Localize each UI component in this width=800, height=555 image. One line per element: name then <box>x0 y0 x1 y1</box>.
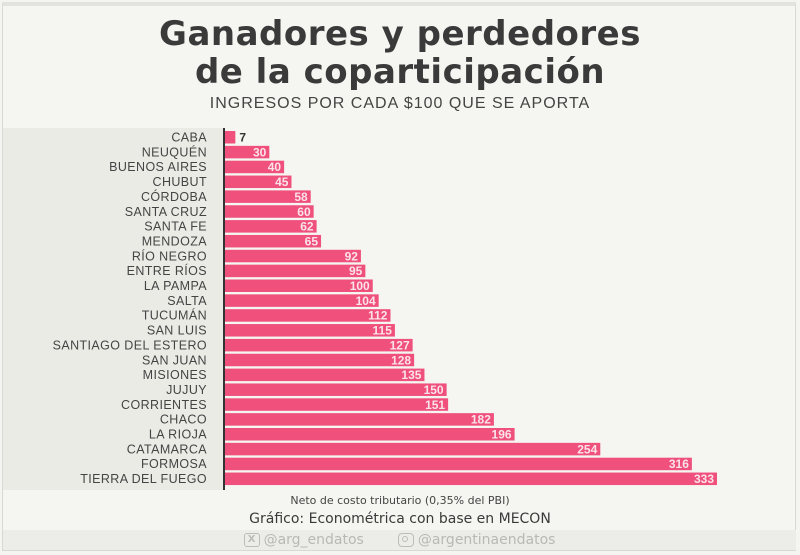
data-label: 95 <box>349 264 363 278</box>
instagram-icon <box>397 533 414 547</box>
category-label: SANTIAGO DEL ESTERO <box>53 338 207 352</box>
category-label: LA PAMPA <box>144 279 207 293</box>
x-handle: @arg_endatos <box>263 532 364 548</box>
category-label: SANTA CRUZ <box>125 205 207 219</box>
data-label: 104 <box>356 294 376 308</box>
category-label: SAN LUIS <box>147 324 207 338</box>
bar-16 <box>225 368 425 382</box>
instagram-handle-link[interactable]: @argentinaendatos <box>397 532 556 548</box>
chart-title-line-1: Ganadores y perdedores <box>159 14 641 54</box>
chart-title-line-2: de la coparticipación <box>194 52 606 92</box>
bar-8 <box>225 249 361 263</box>
category-label: TUCUMÁN <box>142 308 207 323</box>
data-label: 65 <box>305 234 319 248</box>
category-label: JUJUY <box>166 383 207 397</box>
data-label: 316 <box>669 457 689 471</box>
footer: X @arg_endatos @argentinaendatos <box>3 530 796 550</box>
category-label: CATAMARCA <box>127 442 207 456</box>
bar-6 <box>225 220 317 233</box>
chart-note: Neto de costo tributario (0,35% del PBI) <box>290 494 510 507</box>
bar-0 <box>225 131 236 144</box>
data-label: 60 <box>297 205 311 219</box>
bar-10 <box>225 279 373 292</box>
data-label: 151 <box>425 398 445 412</box>
category-label: CHUBUT <box>153 175 207 189</box>
data-label: 150 <box>424 383 444 397</box>
data-label: 45 <box>275 175 289 189</box>
category-label: SAN JUAN <box>142 353 207 367</box>
category-label: MISIONES <box>143 368 207 382</box>
category-label: FORMOSA <box>141 457 207 471</box>
chart-subtitle: INGRESOS POR CADA $100 QUE SE APORTA <box>209 95 591 112</box>
category-label: CÓRDOBA <box>141 189 207 204</box>
bar-21 <box>225 442 601 456</box>
bar-20 <box>225 428 515 441</box>
data-label: 254 <box>577 442 597 456</box>
category-label: ENTRE RÍOS <box>127 263 207 278</box>
bar-5 <box>225 205 314 218</box>
chart-source: Gráfico: Econométrica con base en MECON <box>249 511 551 527</box>
bar-2 <box>225 160 285 174</box>
category-label: LA RIOJA <box>149 428 207 442</box>
data-label: 115 <box>373 324 393 338</box>
data-label: 92 <box>345 249 359 263</box>
category-label: CHACO <box>160 413 207 427</box>
category-label: BUENOS AIRES <box>109 160 207 174</box>
data-label: 100 <box>350 279 370 293</box>
data-label: 62 <box>300 220 314 234</box>
bar-17 <box>225 383 447 396</box>
bar-11 <box>225 294 379 307</box>
data-label: 112 <box>368 309 388 323</box>
data-label: 30 <box>253 145 267 159</box>
category-label: CABA <box>171 131 207 145</box>
data-label: 58 <box>294 190 308 204</box>
bar-1 <box>225 145 270 159</box>
bar-19 <box>225 413 494 426</box>
bar-3 <box>225 175 292 189</box>
category-label: SANTA FE <box>144 220 207 234</box>
bar-15 <box>225 353 415 367</box>
data-label: 182 <box>471 413 491 427</box>
bar-7 <box>225 234 322 248</box>
bar-13 <box>225 324 395 337</box>
category-label: RÍO NEGRO <box>132 248 207 263</box>
bar-22 <box>225 457 692 471</box>
instagram-handle: @argentinaendatos <box>417 532 556 548</box>
x-logo-icon: X <box>243 533 260 547</box>
category-label: MENDOZA <box>142 234 208 248</box>
category-label: SALTA <box>167 294 207 308</box>
data-label: 7 <box>239 131 246 145</box>
category-label: NEUQUÉN <box>142 144 207 159</box>
bar-12 <box>225 309 391 322</box>
bar-4 <box>225 190 311 203</box>
bar-9 <box>225 264 366 278</box>
bar-23 <box>225 472 717 486</box>
data-label: 128 <box>391 353 411 367</box>
category-label: CORRIENTES <box>121 398 207 412</box>
data-label: 40 <box>268 160 282 174</box>
y-axis-line <box>223 128 225 490</box>
bar-18 <box>225 398 449 411</box>
data-label: 135 <box>401 368 421 382</box>
data-label: 127 <box>390 338 410 352</box>
data-label: 196 <box>492 428 512 442</box>
x-handle-link[interactable]: X @arg_endatos <box>243 532 364 548</box>
label-band <box>3 128 224 490</box>
bar-14 <box>225 338 413 352</box>
category-label: TIERRA DEL FUEGO <box>80 472 207 486</box>
data-label: 333 <box>694 472 714 486</box>
